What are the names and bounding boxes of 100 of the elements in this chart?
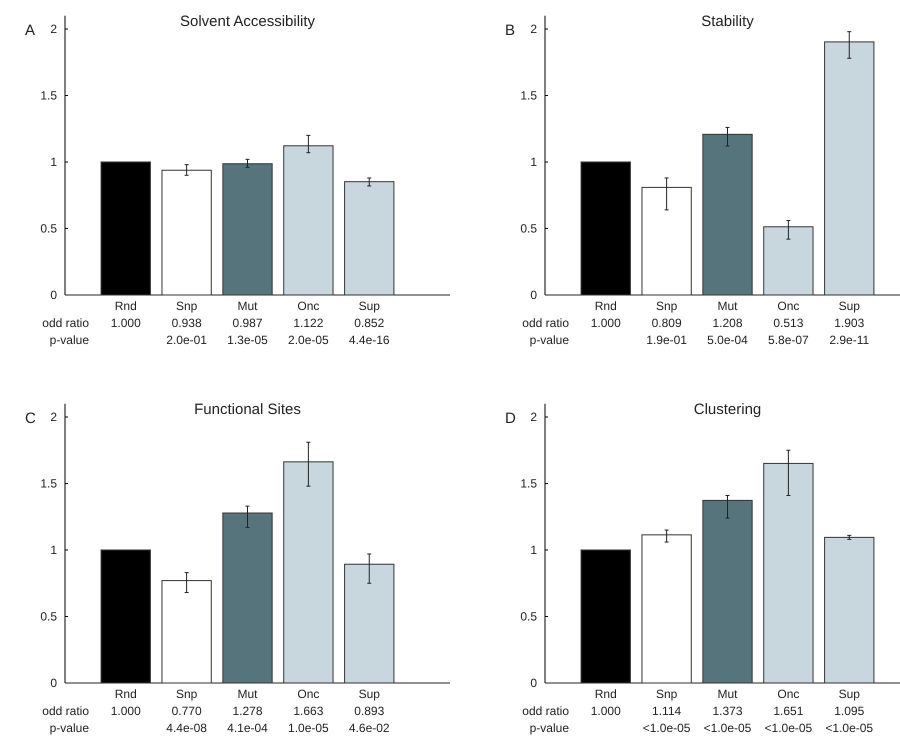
data-label: 0.852: [354, 316, 385, 330]
chart-title: Functional Sites: [194, 401, 301, 418]
text: 5.0e-04: [707, 333, 748, 347]
x-tick-label: Snp: [656, 299, 678, 313]
data-label: 1.651: [773, 704, 804, 718]
bar: [161, 170, 212, 296]
bar: [100, 162, 151, 296]
data-label: 1.903: [834, 316, 865, 330]
data-label: 1.114: [652, 704, 682, 718]
y-tick-label: 2: [530, 410, 538, 424]
bar: [702, 500, 753, 684]
y-tick-label: 0: [50, 676, 58, 690]
bar: [283, 145, 334, 296]
bar: [161, 580, 212, 684]
data-label: 1.095: [834, 704, 865, 718]
data-label: 1.278: [232, 704, 263, 718]
text: p-value: [530, 721, 570, 735]
bar: [344, 564, 394, 684]
x-tick-label: Sup: [358, 299, 380, 313]
text: p-value: [50, 721, 90, 735]
data-label: 1.000: [590, 316, 622, 330]
x-tick-label: Mut: [237, 299, 258, 313]
text: B: [505, 22, 516, 39]
text: 2.0e-01: [166, 333, 208, 347]
x-tick-label: Mut: [717, 299, 738, 313]
x-tick-label: Rnd: [594, 687, 617, 701]
bar: [702, 134, 753, 296]
data-label: 0.938: [172, 316, 202, 330]
chart-title: Stability: [701, 13, 754, 30]
text: 4.6e-02: [348, 721, 390, 735]
bar: [641, 186, 692, 296]
chart-title: Clustering: [694, 401, 762, 418]
data-label: 0.987: [232, 316, 263, 330]
text: D: [505, 410, 516, 427]
y-tick-label: 0.5: [40, 609, 58, 624]
bar: [222, 512, 273, 684]
data-label: 1.208: [712, 316, 743, 330]
data-label: 1.373: [712, 704, 743, 718]
x-tick-label: Rnd: [594, 299, 617, 313]
bar: [580, 162, 631, 296]
y-tick-label: 1.5: [40, 88, 58, 102]
bar: [222, 163, 273, 296]
text: 2.0e-05: [288, 333, 330, 347]
bar: [763, 462, 814, 684]
bar: [824, 41, 874, 296]
bar: [763, 226, 814, 296]
x-tick-label: Onc: [777, 687, 800, 701]
text: 1.0e-05: [288, 721, 330, 735]
text: odd ratio: [522, 704, 570, 718]
text: <1.0e-05: [825, 721, 874, 735]
text: 1.9e-01: [646, 333, 688, 347]
text: <1.0e-05: [642, 721, 691, 735]
x-tick-label: Onc: [297, 299, 320, 313]
y-tick-label: 0.5: [520, 609, 538, 624]
data-label: 1.663: [293, 704, 324, 718]
data-label: 0.809: [652, 316, 682, 330]
y-tick-label: 1.5: [40, 476, 58, 490]
y-tick-label: 1: [50, 542, 58, 557]
x-tick-label: Sup: [838, 687, 860, 701]
chart-title: Solvent Accessibility: [180, 13, 316, 30]
data-label: 0.770: [172, 704, 202, 718]
text: odd ratio: [522, 316, 570, 330]
x-tick-label: Sup: [358, 687, 380, 701]
bar: [344, 181, 394, 296]
text: 5.8e-07: [768, 333, 810, 347]
text: p-value: [50, 333, 90, 347]
x-tick-label: Snp: [656, 687, 678, 701]
y-tick-label: 1: [530, 542, 538, 557]
x-tick-label: Onc: [297, 687, 320, 701]
data-label: 0.893: [354, 704, 385, 718]
text: <1.0e-05: [704, 721, 752, 735]
text: <1.0e-05: [764, 721, 813, 735]
x-tick-label: Snp: [176, 687, 198, 701]
y-tick-label: 2: [50, 22, 58, 36]
y-tick-label: 0: [530, 288, 538, 302]
data-label: 1.122: [293, 316, 324, 330]
x-tick-label: Rnd: [114, 687, 137, 701]
bar: [824, 536, 874, 684]
y-tick-label: 1: [50, 154, 58, 169]
y-tick-label: 0.5: [40, 221, 58, 236]
text: p-value: [530, 333, 570, 347]
text: A: [25, 22, 36, 39]
text: 2.9e-11: [829, 333, 870, 347]
bar: [580, 550, 631, 684]
data-label: 1.000: [110, 316, 142, 330]
y-tick-label: 2: [50, 410, 58, 424]
text: 1.3e-05: [227, 333, 268, 347]
y-tick-label: 1.5: [520, 88, 538, 102]
bar: [641, 534, 692, 684]
bar: [283, 461, 334, 684]
x-tick-label: Mut: [237, 687, 258, 701]
x-tick-label: Sup: [838, 299, 860, 313]
data-label: 1.000: [590, 704, 622, 718]
y-tick-label: 0: [530, 676, 538, 690]
x-tick-label: Snp: [176, 299, 198, 313]
data-label: 1.000: [110, 704, 142, 718]
y-tick-label: 1: [530, 154, 538, 169]
x-tick-label: Mut: [717, 687, 738, 701]
y-tick-label: 1.5: [520, 476, 538, 490]
text: 4.4e-16: [348, 333, 390, 347]
